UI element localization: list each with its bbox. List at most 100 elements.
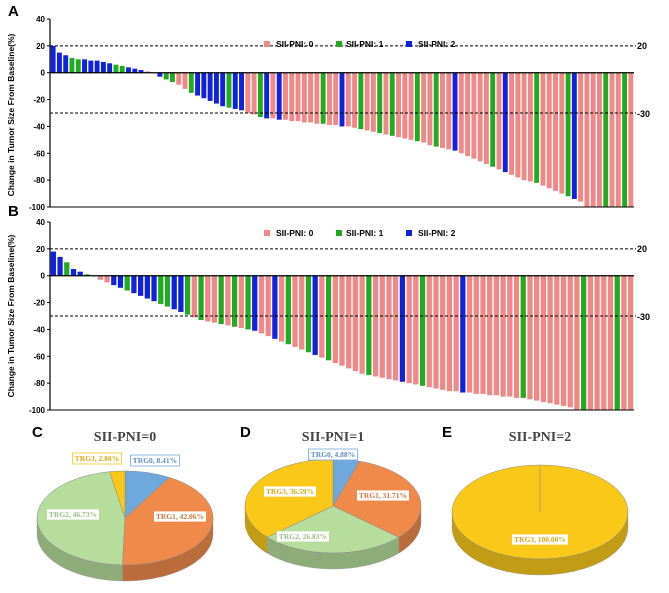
waterfall-bar (507, 275, 513, 397)
waterfall-bar (477, 72, 483, 162)
pie-label: TRG0, 4.88% (311, 450, 355, 459)
waterfall-bar (257, 72, 263, 118)
waterfall-bar (500, 275, 506, 397)
waterfall-bar (421, 72, 427, 143)
waterfall-bar (345, 72, 351, 127)
waterfall-bar (171, 275, 177, 310)
panel-letter-c: C (32, 424, 43, 441)
waterfall-bar (471, 72, 477, 159)
waterfall-bar (238, 275, 244, 329)
waterfall-bar (251, 72, 257, 115)
waterfall-bar (567, 275, 573, 408)
waterfall-bar (383, 72, 389, 135)
waterfall-bar (609, 72, 615, 208)
waterfall-bar (622, 72, 628, 208)
waterfall-bar (396, 72, 401, 138)
waterfall-bar (621, 275, 627, 410)
waterfall-bar (364, 72, 370, 131)
legend-swatch-sii-pni-2 (406, 41, 412, 47)
pie-label: TRG1, 42.06% (156, 512, 204, 521)
waterfall-bar (389, 72, 395, 136)
waterfall-bar (182, 72, 188, 89)
waterfall-bar (547, 275, 553, 404)
waterfall-bar (285, 275, 291, 345)
waterfall-bar (312, 275, 318, 355)
waterfall-bar (289, 72, 295, 122)
y-tick-label: -60 (33, 352, 45, 361)
waterfall-bar (188, 72, 194, 93)
waterfall-bar (339, 72, 345, 127)
pie-chart-e: SII-PNI=2 TRG3, 100.00% (451, 430, 629, 576)
waterfall-bar (460, 275, 466, 393)
pie-label: TRG3, 36.59% (266, 487, 314, 496)
y-tick-label: -20 (33, 299, 45, 308)
waterfall-bar (104, 275, 110, 283)
waterfall-bar (265, 275, 271, 337)
waterfall-bar (205, 275, 211, 322)
legend-label-sii-pni-0: SII-PNI: 0 (276, 228, 314, 238)
waterfall-bar (628, 275, 634, 410)
waterfall-bar (213, 72, 219, 104)
waterfall-b-ref-label-minus30: -30 (637, 312, 650, 322)
waterfall-bar (64, 262, 70, 276)
waterfall-bar (295, 72, 301, 122)
waterfall-bar (63, 55, 69, 73)
pie-label: TRG0, 8.41% (133, 456, 177, 465)
waterfall-bar (370, 72, 376, 132)
waterfall-bar (440, 275, 446, 390)
waterfall-bar (446, 72, 452, 150)
waterfall-bar (195, 72, 201, 96)
waterfall-bar (426, 275, 432, 388)
waterfall-bar (158, 275, 164, 304)
waterfall-bar (50, 251, 56, 276)
waterfall-bar (487, 275, 493, 396)
waterfall-bar (231, 275, 238, 327)
waterfall-bar (225, 275, 231, 326)
waterfall-a-ref-label-minus30: -30 (637, 109, 650, 119)
waterfall-bar (559, 72, 565, 194)
waterfall-bar (419, 275, 426, 386)
waterfall-bar (597, 72, 602, 208)
pie-e-labels: TRG3, 100.00% (511, 533, 569, 546)
legend-swatch-sii-pni-1 (336, 230, 342, 236)
waterfall-bar (117, 275, 124, 288)
y-tick-label: 0 (41, 69, 46, 78)
waterfall-bar (509, 72, 514, 175)
waterfall-bar (601, 275, 607, 410)
legend-swatch-sii-pni-2 (406, 230, 412, 236)
waterfall-bar (131, 275, 137, 294)
waterfall-bar (446, 275, 453, 392)
pie-c-labels: TRG0, 8.41% TRG1, 42.06% TRG2, 46.73% TRG3,… (46, 452, 207, 523)
waterfall-bar (490, 72, 496, 167)
pie-c-slices (36, 470, 214, 582)
pie-c-title: SII-PNI=0 (94, 430, 156, 445)
pie-label-box (130, 454, 180, 467)
waterfall-bar (402, 72, 408, 139)
y-tick-label: 20 (36, 42, 45, 51)
waterfall-bar (299, 275, 305, 350)
waterfall-bar (496, 72, 502, 170)
waterfall-bar (132, 68, 138, 73)
waterfall-bar (534, 275, 540, 401)
legend-label-sii-pni-2: SII-PNI: 2 (418, 39, 456, 49)
waterfall-bar (111, 275, 117, 286)
waterfall-bar (433, 275, 439, 389)
waterfall-bar (352, 72, 358, 128)
waterfall-bar (77, 271, 83, 276)
waterfall-bar (301, 72, 307, 123)
waterfall-bar (483, 72, 489, 165)
waterfall-bar (465, 72, 471, 156)
waterfall-b-legend: SII-PNI: 0 SII-PNI: 1 SII-PNI: 2 (264, 228, 456, 238)
waterfall-bar (75, 59, 81, 73)
pie-d-slices (244, 458, 422, 570)
waterfall-bar (584, 72, 590, 208)
waterfall-bar (252, 275, 258, 331)
waterfall-bar (245, 275, 251, 330)
y-tick-label: -60 (33, 149, 45, 158)
legend-label-sii-pni-2: SII-PNI: 2 (418, 228, 456, 238)
panel-letter-e: E (442, 424, 452, 441)
waterfall-bar (521, 72, 527, 181)
waterfall-bar (379, 275, 385, 378)
waterfall-b-axes: 40 20 0 -20 -40 -60 -80 -100 (29, 218, 636, 415)
y-tick-label: -80 (33, 379, 45, 388)
